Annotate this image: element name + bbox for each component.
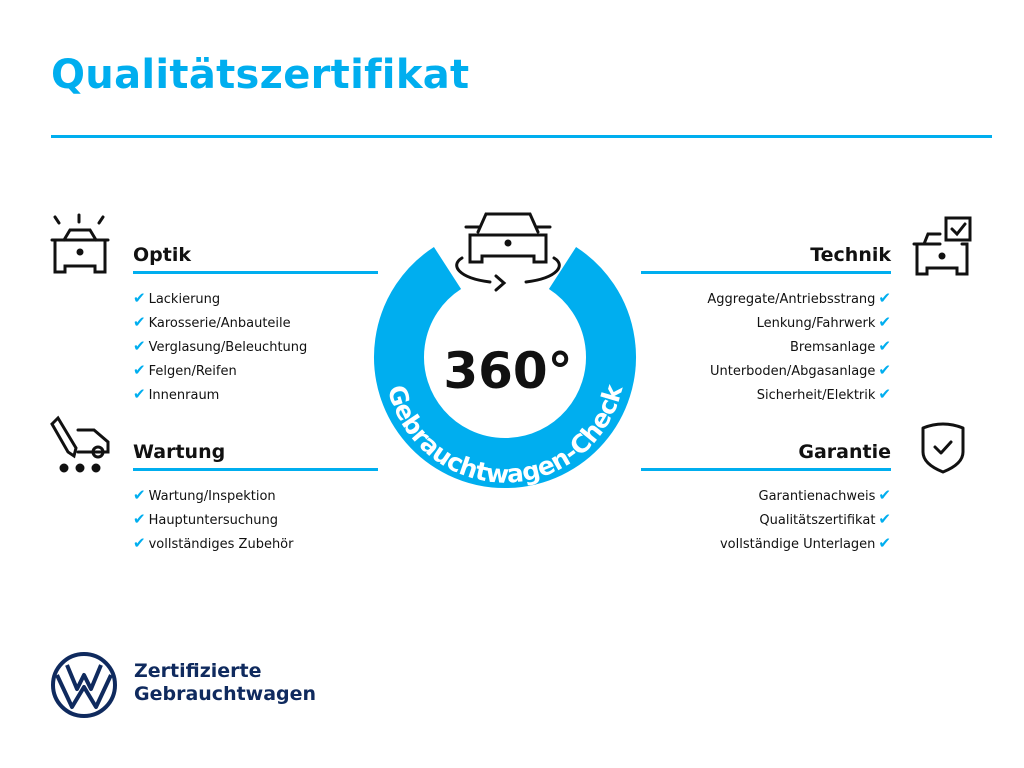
check-icon: ✔: [133, 337, 146, 355]
check-icon: ✔: [133, 486, 146, 504]
check-icon: ✔: [878, 361, 891, 379]
check-icon: ✔: [133, 534, 146, 552]
section-garantie: Garantie Garantienachweis ✔ Qualitätszert…: [641, 437, 891, 555]
list-item: ✔ Wartung/Inspektion: [133, 486, 276, 504]
check-icon: ✔: [133, 361, 146, 379]
title-divider: [51, 135, 992, 138]
check-icon: ✔: [133, 385, 146, 403]
section-divider: [641, 468, 891, 471]
list-item: ✔ Karosserie/Anbauteile: [133, 313, 291, 331]
rotating-car-icon: [455, 212, 561, 292]
section-heading: Garantie: [798, 441, 891, 463]
list-item: Bremsanlage ✔: [789, 337, 891, 355]
list-item: Lenkung/Fahrwerk ✔: [756, 313, 891, 331]
car-optics-icon: [50, 213, 110, 274]
list-item: Garantienachweis ✔: [758, 486, 891, 504]
list-item: ✔ Lackierung: [133, 289, 221, 307]
section-heading: Technik: [810, 244, 891, 266]
page-title: Qualitätszertifikat: [51, 52, 470, 98]
check-icon: ✔: [878, 510, 891, 528]
car-checkbox-icon: [912, 216, 972, 276]
list-item: ✔ Innenraum: [133, 385, 220, 403]
section-optik: Optik ✔ Lackierung ✔ Karosserie/Anbauteile…: [133, 240, 378, 406]
degrees-label: 360°: [443, 342, 572, 400]
section-divider: [641, 271, 891, 274]
check-icon: ✔: [878, 289, 891, 307]
360-check-badge: Gebrauchtwagen-Check 360°: [374, 212, 636, 489]
logo-text: Zertifizierte Gebrauchtwagen: [134, 660, 317, 705]
shield-check-icon: [921, 422, 965, 474]
check-icon: ✔: [878, 534, 891, 552]
section-wartung: Wartung ✔ Wartung/Inspektion ✔ Hauptunters…: [133, 437, 378, 555]
section-heading: Optik: [133, 244, 191, 266]
check-icon: ✔: [878, 313, 891, 331]
check-icon: ✔: [133, 313, 146, 331]
check-icon: ✔: [133, 510, 146, 528]
check-icon: ✔: [878, 385, 891, 403]
section-technik: Technik Aggregate/Antriebsstrang ✔ Lenkun…: [641, 240, 891, 406]
ring: [374, 247, 636, 489]
list-item: ✔ Verglasung/Beleuchtung: [133, 337, 308, 355]
list-item: Unterboden/Abgasanlage ✔: [709, 361, 891, 379]
list-item: ✔ vollständiges Zubehör: [133, 534, 294, 552]
list-item: vollständige Unterlagen ✔: [719, 534, 891, 552]
maintenance-icon: [50, 415, 110, 473]
section-divider: [133, 271, 378, 274]
list-item: ✔ Hauptuntersuchung: [133, 510, 278, 528]
section-divider: [133, 468, 378, 471]
list-item: Sicherheit/Elektrik ✔: [756, 385, 891, 403]
list-item: Aggregate/Antriebsstrang ✔: [707, 289, 891, 307]
list-item: Qualitätszertifikat ✔: [759, 510, 891, 528]
check-icon: ✔: [878, 337, 891, 355]
list-item: ✔ Felgen/Reifen: [133, 361, 237, 379]
check-icon: ✔: [133, 289, 146, 307]
check-icon: ✔: [878, 486, 891, 504]
vw-logo: [51, 652, 117, 718]
section-heading: Wartung: [133, 441, 226, 463]
